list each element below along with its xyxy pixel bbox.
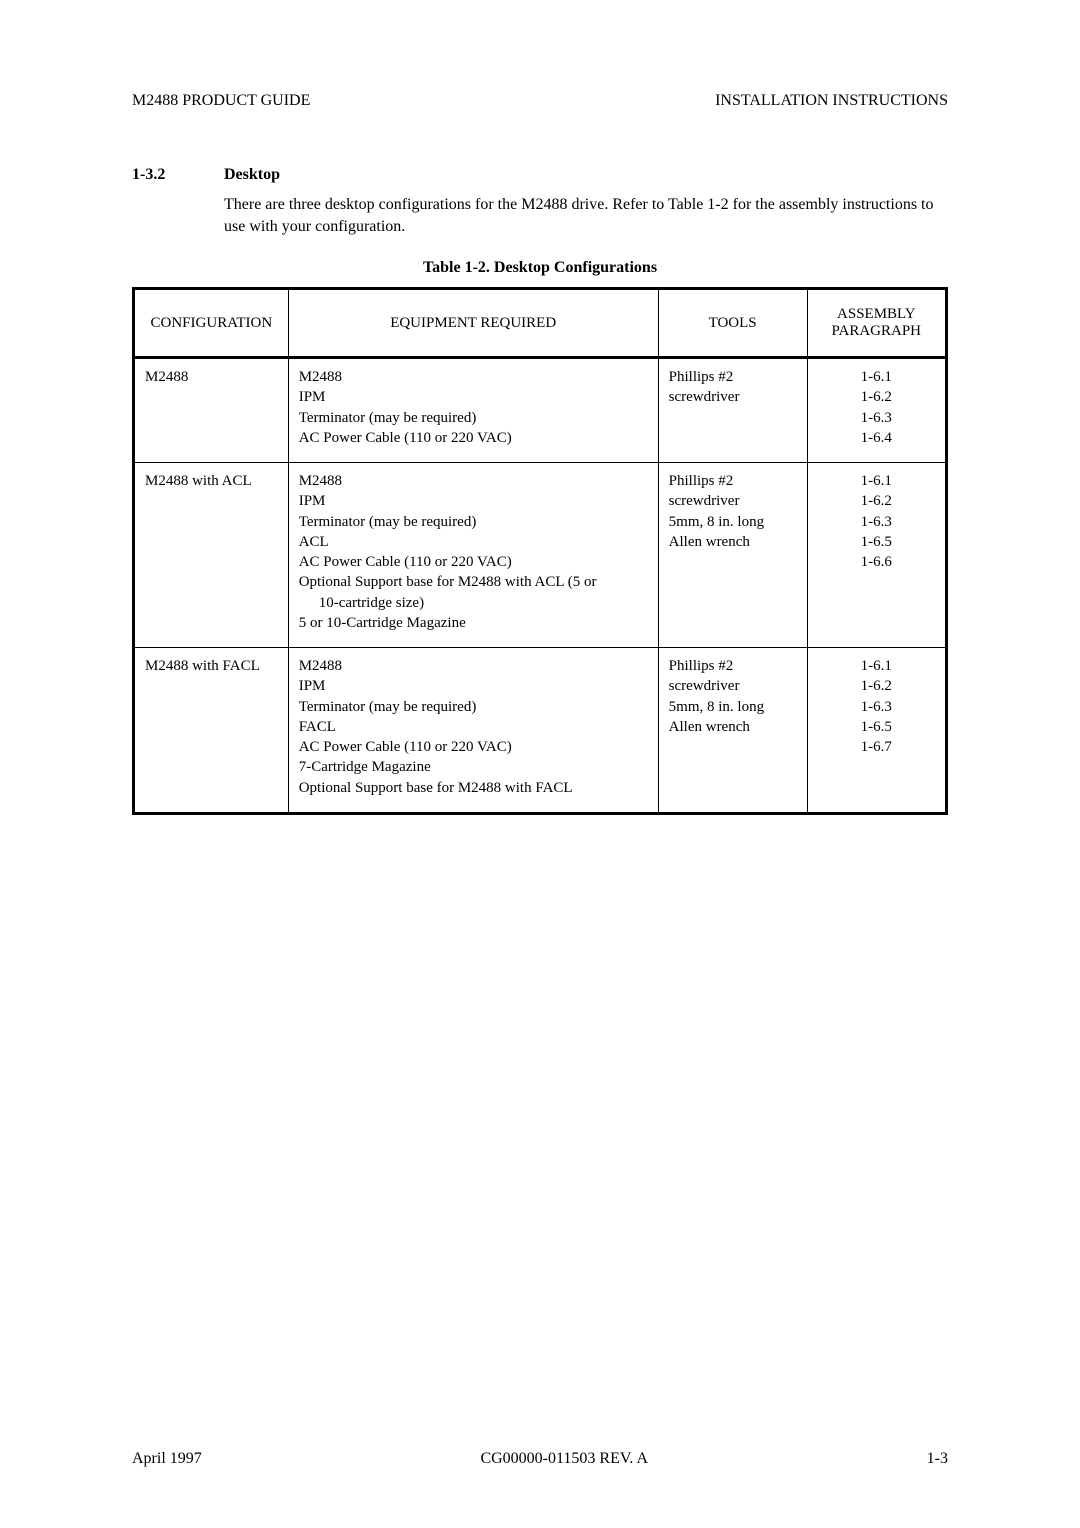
cell-configuration: M2488 with FACL xyxy=(134,648,289,814)
footer-center: CG00000-011503 REV. A xyxy=(480,1450,648,1468)
desktop-config-table: CONFIGURATION EQUIPMENT REQUIRED TOOLS A… xyxy=(132,287,948,815)
table-row: M2488 with FACLM2488IPMTerminator (may b… xyxy=(134,648,947,814)
equipment-line: ACL xyxy=(299,532,648,552)
assembly-line: 1-6.4 xyxy=(818,428,935,448)
cell-equipment: M2488IPMTerminator (may be required)FACL… xyxy=(288,648,658,814)
tools-line: Phillips #2 xyxy=(669,656,797,676)
equipment-line: IPM xyxy=(299,676,648,696)
equipment-line: AC Power Cable (110 or 220 VAC) xyxy=(299,737,648,757)
th-assembly-line2: PARAGRAPH xyxy=(832,323,921,339)
assembly-line: 1-6.6 xyxy=(818,552,935,572)
footer-left: April 1997 xyxy=(132,1450,202,1468)
cell-assembly: 1-6.11-6.21-6.31-6.51-6.6 xyxy=(807,463,946,648)
cell-configuration: M2488 xyxy=(134,358,289,463)
table-row: M2488 with ACLM2488IPMTerminator (may be… xyxy=(134,463,947,648)
th-configuration: CONFIGURATION xyxy=(134,289,289,358)
tools-line: 5mm, 8 in. long xyxy=(669,512,797,532)
assembly-line: 1-6.3 xyxy=(818,512,935,532)
tools-line: screwdriver xyxy=(669,676,797,696)
equipment-line: Optional Support base for M2488 with ACL… xyxy=(299,572,648,592)
page-footer: April 1997 CG00000-011503 REV. A 1-3 xyxy=(132,1450,948,1468)
assembly-line: 1-6.2 xyxy=(818,387,935,407)
assembly-line: 1-6.7 xyxy=(818,737,935,757)
assembly-line: 1-6.1 xyxy=(818,656,935,676)
cell-tools: Phillips #2screwdriver5mm, 8 in. longAll… xyxy=(658,648,807,814)
tools-line: Phillips #2 xyxy=(669,471,797,491)
cell-assembly: 1-6.11-6.21-6.31-6.4 xyxy=(807,358,946,463)
section-body: There are three desktop configurations f… xyxy=(224,194,948,237)
equipment-line: Terminator (may be required) xyxy=(299,408,648,428)
equipment-line: IPM xyxy=(299,387,648,407)
equipment-line: M2488 xyxy=(299,656,648,676)
equipment-line: FACL xyxy=(299,717,648,737)
header-left: M2488 PRODUCT GUIDE xyxy=(132,92,310,110)
table-header-row: CONFIGURATION EQUIPMENT REQUIRED TOOLS A… xyxy=(134,289,947,358)
th-assembly-line1: ASSEMBLY xyxy=(837,306,916,322)
equipment-line: M2488 xyxy=(299,367,648,387)
table-row: M2488M2488IPMTerminator (may be required… xyxy=(134,358,947,463)
tools-line: screwdriver xyxy=(669,387,797,407)
assembly-line: 1-6.2 xyxy=(818,491,935,511)
th-tools: TOOLS xyxy=(658,289,807,358)
equipment-line: 10-cartridge size) xyxy=(299,593,648,613)
tools-line: Allen wrench xyxy=(669,532,797,552)
header-right: INSTALLATION INSTRUCTIONS xyxy=(715,92,948,110)
equipment-line: AC Power Cable (110 or 220 VAC) xyxy=(299,552,648,572)
tools-line: Allen wrench xyxy=(669,717,797,737)
section-title: Desktop xyxy=(224,166,280,184)
cell-equipment: M2488IPMTerminator (may be required)ACLA… xyxy=(288,463,658,648)
section-number: 1-3.2 xyxy=(132,166,224,184)
tools-line: 5mm, 8 in. long xyxy=(669,697,797,717)
assembly-line: 1-6.1 xyxy=(818,367,935,387)
th-assembly: ASSEMBLY PARAGRAPH xyxy=(807,289,946,358)
section-heading: 1-3.2 Desktop xyxy=(132,166,948,184)
assembly-line: 1-6.1 xyxy=(818,471,935,491)
assembly-line: 1-6.3 xyxy=(818,697,935,717)
cell-assembly: 1-6.11-6.21-6.31-6.51-6.7 xyxy=(807,648,946,814)
cell-configuration: M2488 with ACL xyxy=(134,463,289,648)
th-equipment: EQUIPMENT REQUIRED xyxy=(288,289,658,358)
equipment-line: M2488 xyxy=(299,471,648,491)
footer-right: 1-3 xyxy=(927,1450,948,1468)
equipment-line: 5 or 10-Cartridge Magazine xyxy=(299,613,648,633)
assembly-line: 1-6.2 xyxy=(818,676,935,696)
equipment-line: Optional Support base for M2488 with FAC… xyxy=(299,778,648,798)
assembly-line: 1-6.3 xyxy=(818,408,935,428)
equipment-line: Terminator (may be required) xyxy=(299,697,648,717)
cell-tools: Phillips #2screwdriver5mm, 8 in. longAll… xyxy=(658,463,807,648)
cell-tools: Phillips #2screwdriver xyxy=(658,358,807,463)
equipment-line: Terminator (may be required) xyxy=(299,512,648,532)
tools-line: Phillips #2 xyxy=(669,367,797,387)
assembly-line: 1-6.5 xyxy=(818,532,935,552)
page-header: M2488 PRODUCT GUIDE INSTALLATION INSTRUC… xyxy=(132,92,948,110)
equipment-line: 7-Cartridge Magazine xyxy=(299,757,648,777)
equipment-line: AC Power Cable (110 or 220 VAC) xyxy=(299,428,648,448)
assembly-line: 1-6.5 xyxy=(818,717,935,737)
equipment-line: IPM xyxy=(299,491,648,511)
table-caption: Table 1-2. Desktop Configurations xyxy=(132,259,948,277)
cell-equipment: M2488IPMTerminator (may be required)AC P… xyxy=(288,358,658,463)
tools-line: screwdriver xyxy=(669,491,797,511)
